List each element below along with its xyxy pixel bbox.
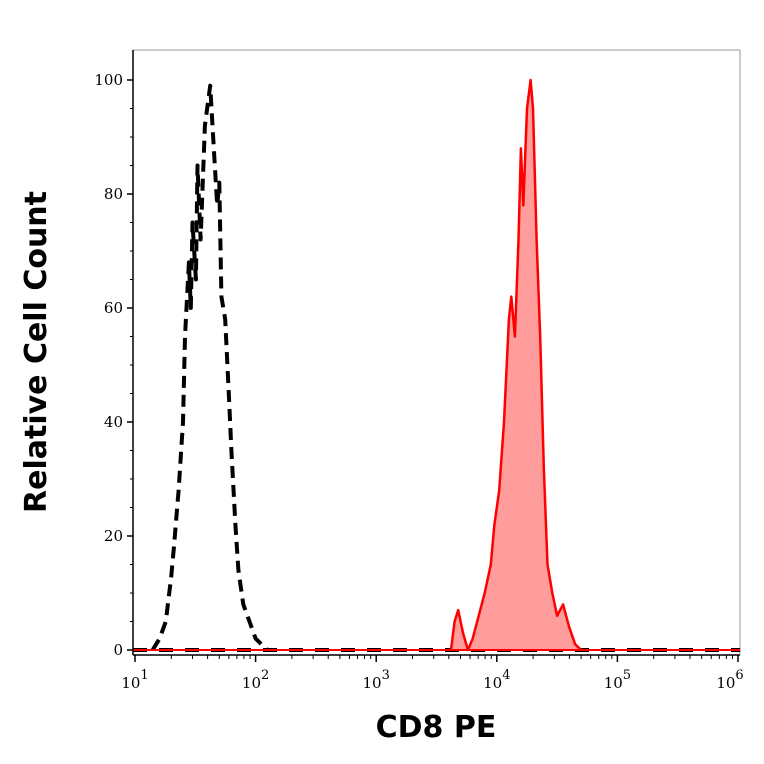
- x-tick-label: 101: [121, 668, 148, 692]
- x-axis-label: CD8 PE: [376, 710, 497, 745]
- y-tick-label: 80: [104, 185, 123, 203]
- series-layer: [133, 78, 740, 652]
- series-2-line: [449, 78, 583, 652]
- x-tick-label: 106: [716, 668, 743, 692]
- axes-layer: 0 20 40 60 80 100 101 102 103 104 105 106: [94, 50, 744, 692]
- x-tick-label: 103: [363, 668, 390, 692]
- x-tick-label: 104: [483, 668, 510, 692]
- y-tick-label: 100: [94, 71, 123, 89]
- y-axis-label: Relative Cell Count: [19, 191, 54, 513]
- y-tick-label: 40: [104, 413, 123, 431]
- y-tick-label: 60: [104, 299, 123, 317]
- plot-frame: [133, 49, 741, 655]
- y-tick-label: 20: [104, 527, 123, 545]
- series-2-fill: [450, 80, 582, 650]
- series-1-line: [150, 83, 270, 652]
- x-tick-label: 102: [242, 668, 269, 692]
- x-tick-label: 105: [604, 668, 631, 692]
- y-tick-label: 0: [113, 641, 123, 659]
